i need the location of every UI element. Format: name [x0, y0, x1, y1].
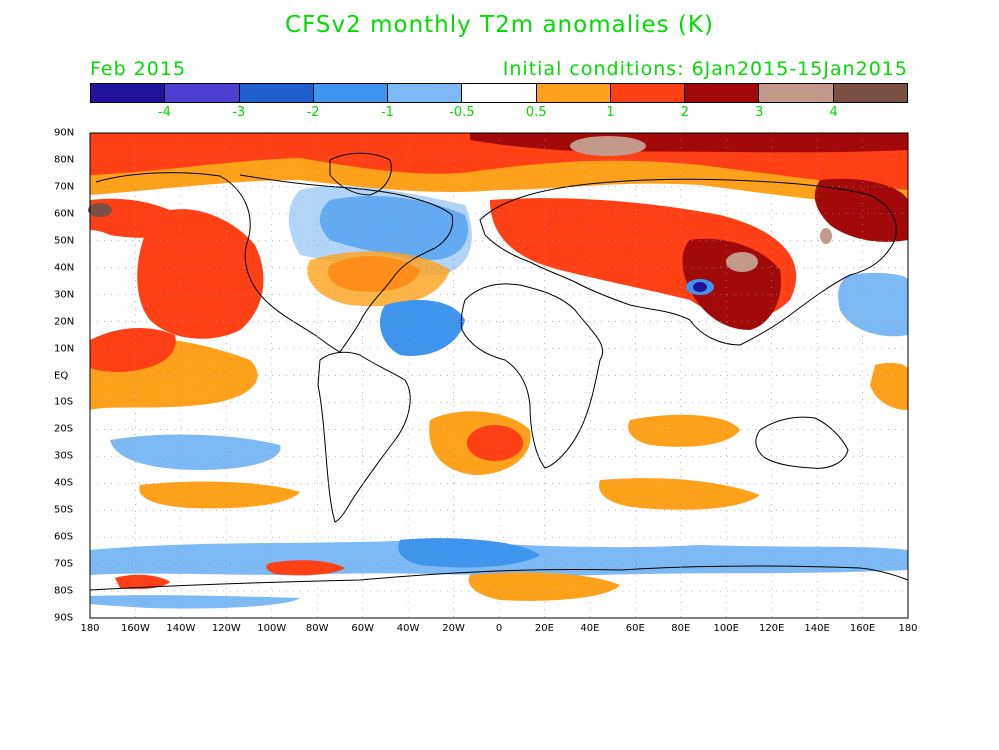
- color-swatch: [610, 84, 686, 102]
- latitude-tick-label: 60S: [54, 531, 74, 543]
- latitude-tick-label: 20N: [54, 316, 75, 328]
- longitude-tick-label: 40W: [396, 623, 420, 634]
- ne-asia-dark-red: [814, 178, 908, 242]
- coastlines: [89, 152, 909, 591]
- antarctica-coast: [89, 565, 909, 591]
- eurasia-coast: [479, 178, 897, 346]
- color-scale-label: 0.5: [525, 105, 547, 120]
- color-scale-label: -2: [306, 105, 320, 120]
- latitude-tick-label: 40S: [54, 477, 74, 489]
- latitude-tick-label: 30N: [54, 289, 75, 301]
- australia-coast: [755, 416, 849, 469]
- color-swatch: [759, 84, 834, 102]
- south-america-coast: [317, 351, 411, 523]
- tibet-deep-cold: [693, 282, 707, 292]
- latitude-tick-label: 10S: [54, 396, 74, 408]
- longitude-tick-label: 20E: [534, 623, 554, 634]
- latitude-tick-label: 50N: [54, 235, 75, 247]
- color-scale-label: 4: [829, 105, 838, 120]
- greenland-coast: [329, 152, 392, 196]
- color-swatch: [536, 84, 611, 102]
- latitude-tick-label: 50S: [54, 504, 74, 516]
- color-swatch: [239, 84, 314, 102]
- longitude-tick-label: 140W: [166, 623, 196, 634]
- longitude-tick-label: 160W: [120, 623, 150, 634]
- north-america-coast: [95, 172, 454, 353]
- ne-asia-brown-spot: [820, 228, 832, 244]
- initial-conditions: Initial conditions: 6Jan2015-15Jan2015: [502, 58, 908, 80]
- antarctic-cold-south: [90, 595, 300, 609]
- latitude-tick-label: 90N: [54, 127, 75, 139]
- latitude-tick-label: 70N: [54, 181, 75, 193]
- chart-title: CFSv2 monthly T2m anomalies (K): [285, 12, 714, 38]
- latitude-tick-label: 60N: [54, 208, 75, 220]
- south-atlantic-red: [467, 425, 523, 461]
- latitude-tick-label: 80N: [54, 154, 75, 166]
- color-scale-label: -4: [157, 105, 171, 120]
- color-swatch: [833, 84, 907, 102]
- alaska-brown-spot: [88, 203, 112, 217]
- longitude-tick-label: 80W: [305, 623, 329, 634]
- antarctic-warm-far-west: [115, 574, 170, 590]
- latitude-tick-label: EQ: [54, 370, 69, 381]
- longitude-tick-label: 20W: [442, 623, 465, 634]
- longitude-tick-label: 180: [898, 623, 918, 634]
- color-scale-label: -0.5: [449, 105, 475, 120]
- ne-pacific-warm: [137, 209, 264, 339]
- latitude-tick-label: 10N: [54, 343, 75, 355]
- tibet-brown-spot: [726, 252, 758, 272]
- longitude-tick-label: 40E: [580, 623, 600, 634]
- longitude-tick-label: 100E: [713, 623, 739, 634]
- southern-ocean-warm-east: [599, 478, 760, 510]
- africa-coast: [460, 283, 604, 469]
- w-pacific-orange: [870, 362, 908, 410]
- latitude-tick-label: 70S: [54, 558, 74, 570]
- atlantic-cold: [380, 300, 465, 356]
- longitude-tick-label: 120E: [758, 623, 785, 634]
- longitude-tick-label: 100W: [257, 623, 287, 634]
- color-scale-label: 2: [680, 105, 690, 120]
- na-cold-light: [288, 185, 472, 276]
- map-frame: [89, 132, 909, 619]
- w-pacific-cold: [838, 272, 908, 337]
- n-atlantic-orange: [307, 251, 450, 307]
- southern-ocean-warm: [139, 481, 300, 509]
- color-swatch: [388, 84, 463, 102]
- color-scale-label: 1: [606, 105, 615, 120]
- pacific-warm-red: [90, 328, 176, 372]
- antarctic-warm-central: [468, 572, 620, 601]
- latitude-tick-label: 80S: [54, 585, 74, 597]
- longitude-tick-label: 140E: [804, 623, 830, 634]
- forecast-month: Feb 2015: [90, 58, 187, 80]
- indian-ocean-warm: [628, 414, 740, 447]
- color-scale-label: -3: [232, 105, 246, 120]
- color-swatch: [313, 84, 389, 102]
- latitude-tick-label: 20S: [54, 423, 74, 435]
- color-scale-label: -1: [380, 105, 394, 120]
- south-pacific-cold: [110, 434, 281, 470]
- longitude-tick-label: 60W: [351, 623, 374, 634]
- antarctic-warm-west: [266, 560, 345, 576]
- color-swatch: [165, 84, 240, 102]
- color-swatch: [462, 84, 537, 102]
- color-swatch: [685, 84, 760, 102]
- longitude-tick-label: 60E: [625, 623, 645, 634]
- alaska-warm: [90, 198, 190, 238]
- longitude-tick-label: 160E: [849, 623, 876, 634]
- arctic-warm-orange: [90, 158, 908, 205]
- latitude-tick-label: 90S: [54, 612, 74, 624]
- latitude-tick-label: 30S: [54, 450, 74, 462]
- antarctic-cold-deep: [398, 538, 540, 568]
- longitude-tick-label: 180: [80, 623, 100, 634]
- arctic-brown-spot: [570, 136, 646, 156]
- color-scale-label: 3: [755, 105, 764, 120]
- longitude-tick-label: 120W: [211, 623, 241, 634]
- color-swatch: [91, 84, 166, 102]
- color-scale-bar: [90, 83, 908, 103]
- longitude-tick-label: 80E: [671, 623, 691, 634]
- latitude-tick-label: 40N: [54, 262, 75, 274]
- longitude-tick-label: 0: [495, 623, 503, 634]
